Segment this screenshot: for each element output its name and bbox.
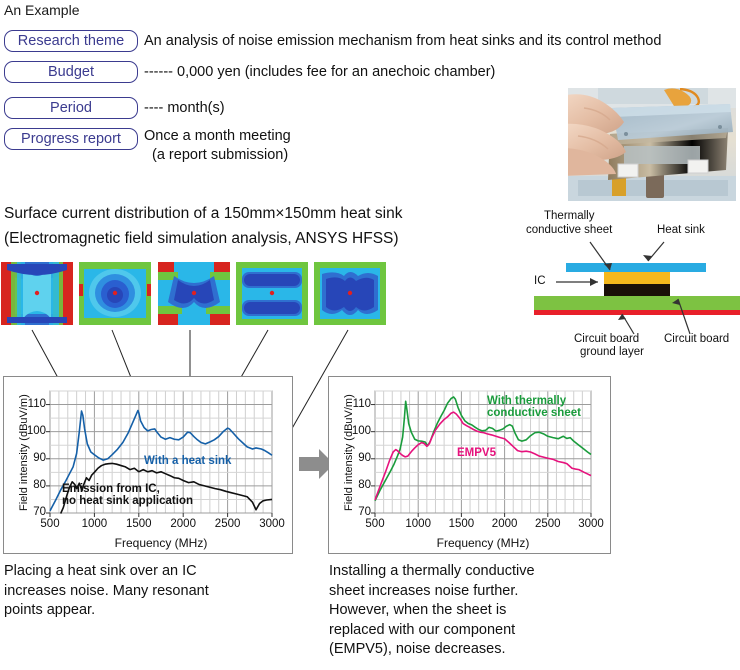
cross-section-diagram: Thermally conductive sheet Heat sink IC … [512,206,740,358]
chart-right: 500 1000 1500 2000 2500 3000 70 80 90 100 110 Frequ… [328,376,611,554]
label-budget: Budget [4,61,138,83]
simulation-thumbnail-1 [1,262,73,325]
xtick-2500: 2500 [535,518,561,530]
page-title: An Example [4,2,80,18]
heat-sink-layer [566,263,706,272]
ground-layer [534,310,740,315]
diagram-label-ic: IC [534,275,546,287]
diagram-label-tcs-line1: Thermally [544,210,595,222]
diagram-label-ground-line1: Circuit board [574,333,640,345]
text-progress-report-line1: Once a month meeting [144,128,291,144]
legend-chart-left-0: With a heat sink [144,455,232,467]
section-title-line2: (Electromagnetic field simulation analys… [4,230,399,247]
chart-right-xlabel: Frequency (MHz) [436,536,530,550]
series-1 [374,411,592,501]
chart-left: 500 1000 1500 2000 2500 3000 70 80 90 100 110 Frequ… [3,376,293,554]
chart-left-ylabel: Field intensity (dBuV/m) [18,394,30,511]
ytick-80: 80 [358,478,371,491]
series-0 [49,409,273,512]
xtick-2500: 2500 [214,518,241,530]
ytick-110: 110 [27,397,46,410]
simulation-thumbnail-3 [158,262,230,325]
diagram-label-tcs-line2: conductive sheet [526,224,613,236]
xtick-1500: 1500 [448,518,475,530]
xtick-2000: 2000 [491,518,518,530]
chart-left-xlabel: Frequency (MHz) [114,536,208,550]
caption-right-line3: However, when the sheet is [329,602,507,618]
caption-right-line4: replaced with our component [329,621,516,638]
text-period: ---- month(s) [144,100,225,116]
caption-right-line5: (EMPV5), noise decreases. [329,641,506,657]
diagram-label-ground-line2: ground layer [580,346,644,358]
xtick-1000: 1000 [405,518,431,530]
xtick-3000: 3000 [259,518,285,530]
diagram-label-heat-sink: Heat sink [657,224,705,236]
diagram-label-circuit-board: Circuit board [664,333,730,345]
ytick-70: 70 [358,506,371,518]
label-progress-report: Progress report [4,128,138,150]
xtick-500: 500 [40,518,60,530]
chart-right-ylabel: Field intensity (dBuV/m) [343,394,355,511]
caption-right: Installing a thermally conductive sheet … [329,562,639,660]
caption-left-line2: increases noise. Many resonant [4,582,209,599]
label-research-theme: Research theme [4,30,138,52]
simulation-thumbnail-4 [236,262,308,325]
caption-left: Placing a heat sink over an IC increases… [4,562,304,621]
ytick-100: 100 [26,424,46,437]
label-period: Period [4,97,138,119]
caption-right-line2: sheet increases noise further. [329,582,519,599]
text-progress-report-line2: (a report submission) [152,147,289,163]
ytick-100: 100 [351,424,371,437]
ytick-80: 80 [33,478,46,491]
caption-left-line1: Placing a heat sink over an IC [4,563,197,579]
right-arrow-icon [299,448,335,480]
sheet-layer [604,272,670,284]
section-title-line1: Surface current distribution of a 150mm×… [4,205,403,222]
heat-sink-photo [568,88,736,201]
xtick-2000: 2000 [170,518,196,530]
ytick-70: 70 [33,506,46,518]
xtick-1500: 1500 [126,518,152,530]
simulation-thumbnail-2 [79,262,151,325]
chart-right-svg [371,390,592,517]
xtick-500: 500 [365,518,385,530]
legend-chart-left-1: Emission from IC, no heat sink applicatio… [62,483,193,507]
board-layer [534,296,740,312]
caption-left-line3: points appear. [4,602,96,618]
ytick-110: 110 [352,397,371,410]
xtick-1000: 1000 [81,518,108,530]
ytick-90: 90 [358,451,371,464]
ytick-90: 90 [33,451,46,464]
chart-left-svg [46,390,273,517]
legend-chart-right-0: With thermally conductive sheet [487,395,581,419]
text-budget: ------ 0,000 yen (includes fee for an an… [144,64,496,80]
series-1 [59,462,273,514]
xtick-3000: 3000 [578,518,604,530]
text-research-theme: An analysis of noise emission mechanism … [144,33,662,49]
simulation-thumbnail-5 [314,262,386,325]
caption-right-line1: Installing a thermally conductive [329,563,535,579]
series-0 [374,396,592,502]
legend-chart-right-1: EMPV5 [457,447,496,459]
